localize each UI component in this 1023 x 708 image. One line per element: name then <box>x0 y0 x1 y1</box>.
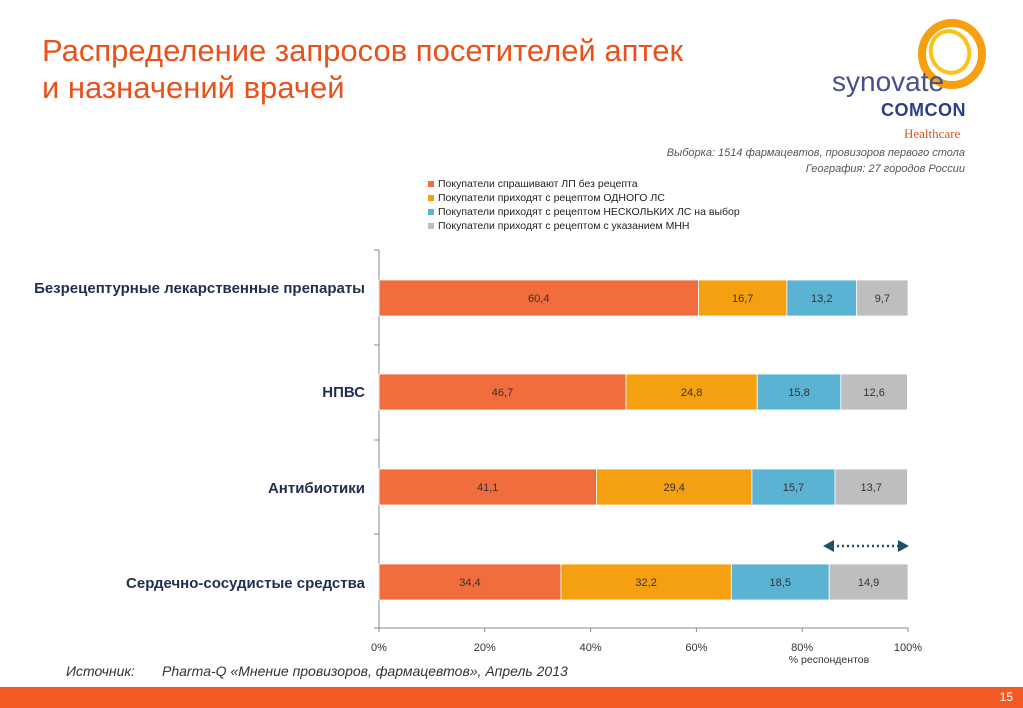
data-label: 15,8 <box>788 387 809 399</box>
data-label: 9,7 <box>875 293 890 305</box>
data-label: 34,4 <box>459 577 480 589</box>
bar-segment <box>730 563 830 601</box>
title-line-2: и назначений врачей <box>42 70 345 105</box>
bar-segment <box>756 373 842 411</box>
legend-item: Покупатели спрашивают ЛП без рецепта <box>428 177 740 191</box>
legend-label: Покупатели приходят с рецептом с указани… <box>438 220 690 232</box>
bar-segment <box>786 279 858 317</box>
x-tick-label: 0% <box>371 642 387 654</box>
source-text: Pharma-Q «Мнение провизоров, фармацевтов… <box>162 663 568 679</box>
logo-ring-icon <box>918 19 986 89</box>
data-label: 12,6 <box>863 387 884 399</box>
bar-segment <box>378 563 562 601</box>
bar-segment <box>751 468 836 506</box>
footer-bar: 15 <box>0 687 1023 708</box>
logo-synovate-text: synovate <box>832 66 945 97</box>
data-label: 32,2 <box>635 577 656 589</box>
company-logo: synovate COMCON Healthcare <box>830 18 1000 141</box>
data-label: 13,7 <box>861 482 882 494</box>
logo-comcon-text: COMCON <box>881 100 966 120</box>
legend-label: Покупатели приходят с рецептом НЕСКОЛЬКИ… <box>438 206 740 218</box>
legend-swatch-0 <box>428 181 434 187</box>
data-label: 13,2 <box>811 293 832 305</box>
legend-swatch-1 <box>428 195 434 201</box>
bar-segment <box>378 373 627 411</box>
category-label: Безрецептурные лекарственные препараты <box>34 280 365 297</box>
geo-note: География: 27 городов России <box>805 163 965 175</box>
data-label: 14,9 <box>858 577 879 589</box>
bar-segment <box>698 279 788 317</box>
x-tick-label: 20% <box>474 642 496 654</box>
logo-healthcare-text: Healthcare <box>904 126 961 141</box>
x-axis-label: % респондентов <box>789 654 870 666</box>
source-note: Источник: Pharma-Q «Мнение провизоров, ф… <box>66 663 568 679</box>
bar-segment <box>378 468 597 506</box>
x-tick-label: 60% <box>685 642 707 654</box>
source-label: Источник: <box>66 663 135 679</box>
data-label: 16,7 <box>732 293 753 305</box>
bar-segment <box>856 279 909 317</box>
bar-segment <box>834 468 908 506</box>
legend-swatch-2 <box>428 209 434 215</box>
legend-item: Покупатели приходят с рецептом НЕСКОЛЬКИ… <box>428 205 740 219</box>
category-label: Антибиотики <box>267 480 365 497</box>
annotation-arrow-right-head <box>898 540 909 552</box>
bar-segment <box>840 373 908 411</box>
bar-segment <box>378 279 699 317</box>
data-label: 46,7 <box>492 387 513 399</box>
annotation-arrow-left-head <box>823 540 834 552</box>
legend-item: Покупатели приходят с рецептом с указани… <box>428 219 740 233</box>
legend-item: Покупатели приходят с рецептом ОДНОГО ЛС <box>428 191 740 205</box>
data-label: 24,8 <box>681 387 702 399</box>
legend-label: Покупатели приходят с рецептом ОДНОГО ЛС <box>438 192 665 204</box>
bar-segment <box>560 563 732 601</box>
x-tick-label: 100% <box>894 642 922 654</box>
legend-label: Покупатели спрашивают ЛП без рецепта <box>438 178 638 190</box>
bar-segment <box>828 563 909 601</box>
data-label: 18,5 <box>770 577 791 589</box>
category-label: НПВС <box>322 384 365 401</box>
page-number: 15 <box>999 690 1013 704</box>
data-label: 60,4 <box>528 293 549 305</box>
slide-title: Распределение запросов посетителей аптек… <box>42 32 822 106</box>
legend-swatch-3 <box>428 223 434 229</box>
category-label: Сердечно-сосудистые средства <box>126 575 365 592</box>
bar-segment <box>625 373 758 411</box>
x-tick-label: 40% <box>580 642 602 654</box>
data-label: 29,4 <box>663 482 684 494</box>
bar-segment <box>596 468 753 506</box>
x-tick-label: 80% <box>791 642 813 654</box>
data-label: 41,1 <box>477 482 498 494</box>
data-label: 15,7 <box>783 482 804 494</box>
title-line-1: Распределение запросов посетителей аптек <box>42 33 684 68</box>
sample-note: Выборка: 1514 фармацевтов, провизоров пе… <box>666 147 965 159</box>
chart-legend: Покупатели спрашивают ЛП без рецепта Пок… <box>428 177 740 233</box>
